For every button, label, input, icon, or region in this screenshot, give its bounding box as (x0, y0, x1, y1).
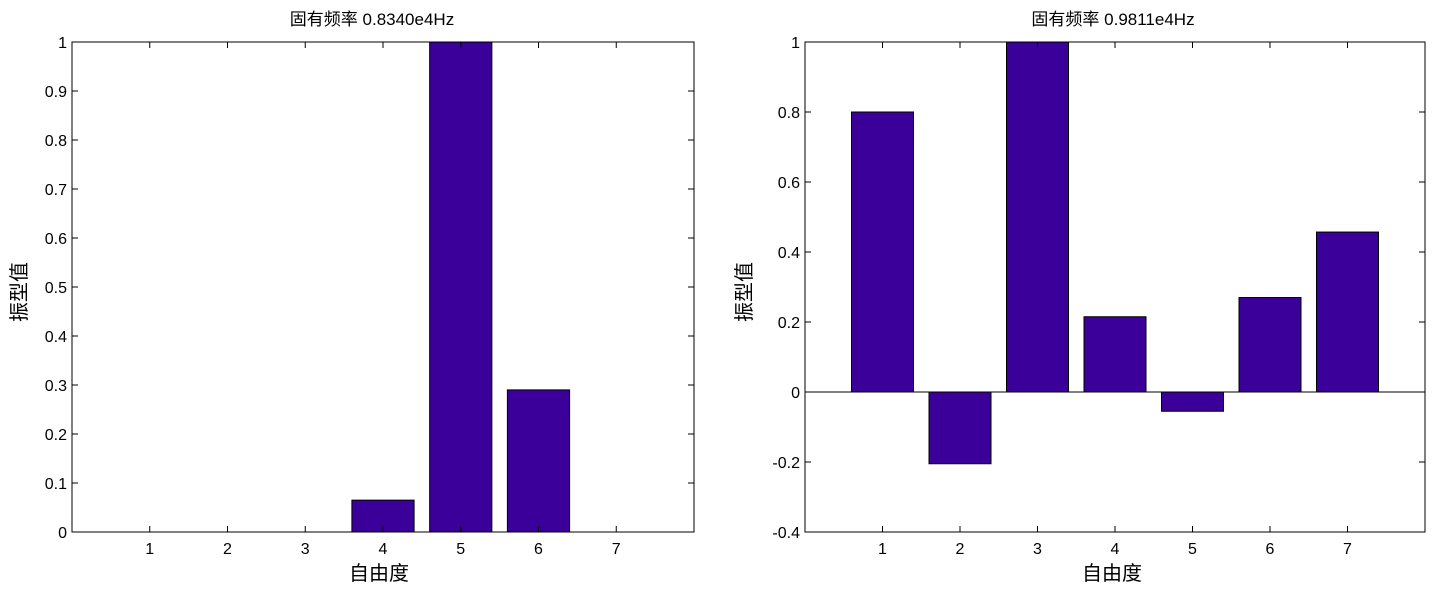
plot-frame (71, 41, 695, 533)
y-tick-label: 0 (58, 525, 67, 542)
bar-3 (1006, 41, 1069, 393)
y-tick-label: 0.2 (45, 427, 67, 444)
y-tick-label: 0.6 (778, 175, 800, 192)
y-tick-label: -0.4 (772, 525, 800, 542)
y-tick-label: 0.1 (45, 476, 67, 493)
x-tick-label: 3 (301, 541, 310, 558)
x-tick-label: 5 (456, 541, 465, 558)
y-tick-label: 0.9 (45, 84, 67, 101)
bar-6 (1238, 297, 1302, 393)
x-axis-label: 自由度 (349, 562, 409, 585)
y-tick-label: 0.2 (778, 315, 800, 332)
x-tick-label: 5 (1188, 541, 1197, 558)
x-tick-label: 1 (878, 541, 887, 558)
bar-6 (506, 389, 571, 533)
y-tick-label: 0.4 (45, 329, 67, 346)
y-tick-label: -0.2 (772, 455, 800, 472)
x-tick-label: 6 (1266, 541, 1275, 558)
x-tick-label: 6 (534, 541, 543, 558)
y-axis-label: 振型值 (733, 262, 756, 322)
y-tick-label: 0.7 (45, 182, 67, 199)
mode-shape-chart-2: 固有频率 0.9811e4Hz 自由度 振型值 -0.4 -0.2 0 0.2 0.4 0… (733, 10, 1426, 585)
x-tick-label: 2 (223, 541, 232, 558)
bar-5 (1161, 391, 1224, 412)
y-tick-label: 0.8 (45, 133, 67, 150)
chart-title: 固有频率 0.8340e4Hz (290, 10, 454, 29)
x-tick-label: 2 (956, 541, 965, 558)
x-tick-label: 3 (1033, 541, 1042, 558)
bar-2 (928, 391, 992, 465)
chart-title: 固有频率 0.9811e4Hz (1031, 10, 1194, 29)
mode-shape-chart-1: 固有频率 0.8340e4Hz 自由度 振型值 0 0.1 0.2 0.3 0.4 0.5… (8, 10, 695, 585)
y-axis-label: 振型值 (8, 262, 31, 322)
bar-7 (1316, 231, 1379, 393)
y-tick-label: 1 (791, 35, 800, 52)
y-tick-label: 0 (791, 385, 800, 402)
x-tick-label: 4 (379, 541, 388, 558)
x-tick-label: 7 (1343, 541, 1352, 558)
y-tick-label: 0.5 (45, 280, 67, 297)
y-tick-label: 0.3 (45, 378, 67, 395)
x-tick-label: 7 (612, 541, 621, 558)
y-tick-label: 0.8 (778, 105, 800, 122)
x-tick-label: 1 (145, 541, 154, 558)
bar-1 (851, 111, 914, 393)
bar-4 (1083, 316, 1147, 393)
y-tick-label: 0.4 (778, 245, 800, 262)
y-tick-label: 1 (58, 35, 67, 52)
x-tick-label: 4 (1111, 541, 1120, 558)
bar-5 (429, 41, 493, 533)
x-axis-label: 自由度 (1082, 562, 1142, 585)
y-tick-label: 0.6 (45, 231, 67, 248)
